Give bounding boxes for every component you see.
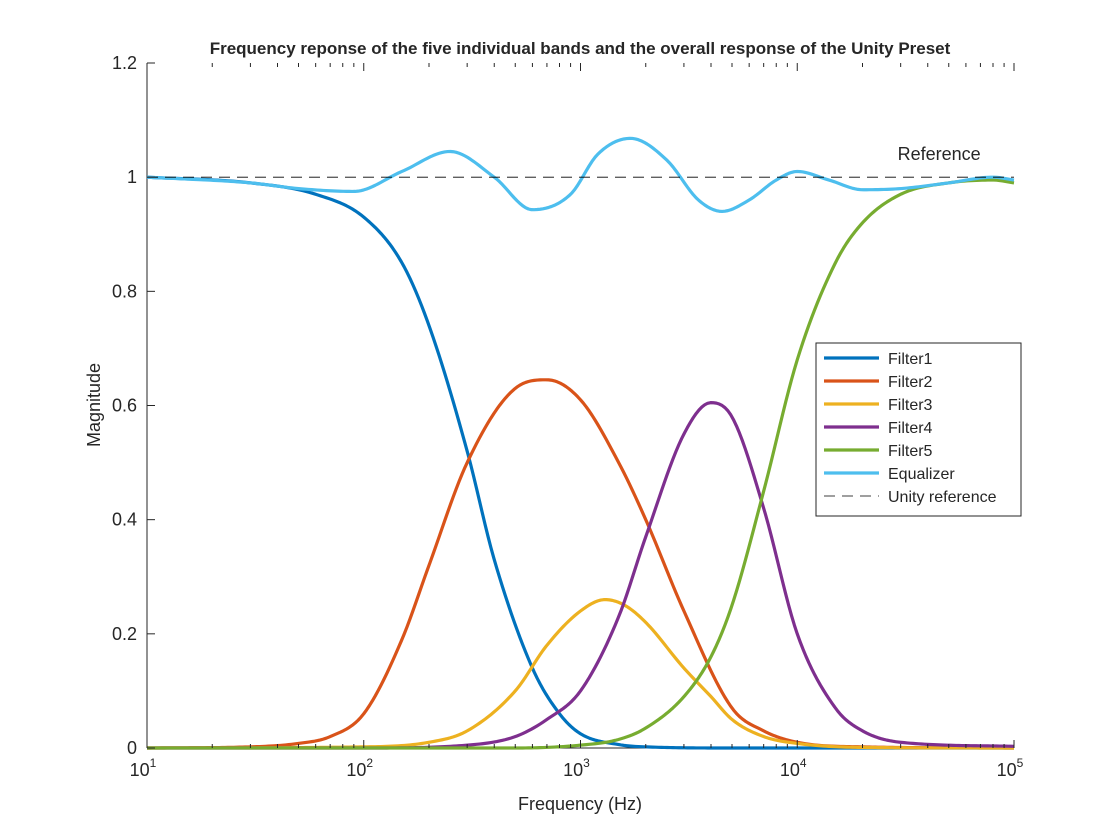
legend-label: Unity reference [888, 489, 997, 506]
legend-label: Equalizer [888, 466, 955, 483]
chart-title: Frequency reponse of the five individual… [210, 39, 951, 58]
x-tick-label: 102 [346, 756, 373, 780]
x-tick-label-exponent: 5 [1017, 756, 1024, 770]
y-tick-label: 1 [127, 167, 137, 187]
y-tick-label: 0.8 [112, 281, 137, 301]
legend-label: Filter2 [888, 374, 933, 391]
x-tick-label-exponent: 1 [150, 756, 157, 770]
y-axis-label: Magnitude [84, 363, 104, 447]
x-tick-label-base: 10 [780, 760, 800, 780]
y-tick-label: 0.4 [112, 510, 137, 530]
legend-label: Filter5 [888, 443, 933, 460]
y-tick-label: 0 [127, 738, 137, 758]
legend-label: Filter4 [888, 420, 933, 437]
legend: Filter1 Filter2 Filter3 Filter4 Filter5 Equal… [815, 342, 1022, 517]
x-tick-label-base: 10 [997, 760, 1017, 780]
legend-label: Filter1 [888, 351, 933, 368]
y-tick-label: 0.6 [112, 396, 137, 416]
series-line-equalizer [146, 136, 1015, 214]
x-tick-label: 104 [780, 756, 807, 780]
legend-label: Filter3 [888, 397, 933, 414]
plot-area: 101 102 103 104 10500.20.40.60.811.2Referenc… [112, 53, 1024, 780]
x-axis-label: Frequency (Hz) [518, 794, 642, 814]
y-tick-label: 0.2 [112, 624, 137, 644]
y-tick-label: 1.2 [112, 53, 137, 73]
x-tick-label-base: 10 [346, 760, 366, 780]
reference-annotation: Reference [898, 144, 981, 164]
x-tick-label-exponent: 4 [800, 756, 807, 770]
x-tick-label-base: 10 [130, 760, 150, 780]
x-tick-label: 103 [563, 756, 590, 780]
x-tick-label: 101 [130, 756, 157, 780]
x-tick-label-exponent: 3 [583, 756, 590, 770]
x-tick-label-base: 10 [563, 760, 583, 780]
series-group [146, 136, 1015, 750]
x-tick-label-exponent: 2 [366, 756, 373, 770]
x-tick-label: 105 [997, 756, 1024, 780]
legend-box [815, 342, 1022, 517]
